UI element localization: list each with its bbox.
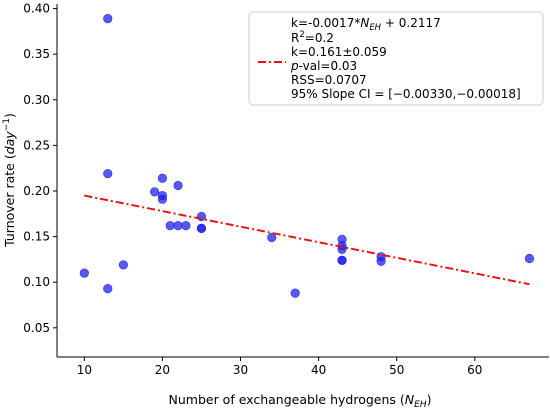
data-point — [524, 253, 535, 264]
data-point — [173, 180, 183, 191]
y-tick-label: 0.25 — [23, 138, 50, 152]
legend-slope-ci: 95% Slope CI = [−0.00330,−0.00018] — [291, 87, 521, 101]
data-point — [118, 260, 128, 270]
legend-rss: RSS=0.0707 — [291, 73, 367, 87]
y-axis-label: Turnover rate (day−1) — [2, 113, 17, 248]
x-tick-label: 20 — [155, 363, 170, 377]
y-tick-label: 0.30 — [23, 93, 50, 107]
x-tick-label: 40 — [311, 363, 326, 377]
legend-r-squared: R2=0.2 — [291, 30, 334, 45]
y-tick-label: 0.20 — [23, 184, 50, 198]
data-point — [337, 255, 347, 265]
x-tick-label: 50 — [389, 363, 404, 377]
data-point — [173, 221, 183, 231]
x-axis-ticks: 10 20 30 40 50 60 — [77, 357, 482, 377]
legend-k-mean: k=0.161±0.059 — [291, 45, 387, 59]
data-point — [79, 268, 89, 278]
x-tick-label: 30 — [233, 363, 248, 377]
legend-p-value: p-val=0.03 — [290, 59, 357, 73]
y-tick-label: 0.40 — [23, 2, 50, 16]
data-point — [103, 13, 113, 24]
data-points — [79, 13, 535, 298]
fit-line-group — [84, 194, 530, 286]
legend: k=-0.0017*NEH + 0.2117 R2=0.2 k=0.161±0.… — [248, 11, 544, 106]
x-tick-label: 10 — [77, 363, 92, 377]
data-point — [196, 223, 207, 233]
y-tick-label: 0.35 — [23, 47, 50, 61]
x-axis-label: Number of exchangeable hydrogens (NEH) — [169, 392, 432, 410]
data-point — [290, 288, 300, 298]
data-point — [157, 194, 168, 204]
fit-line — [84, 194, 530, 286]
data-point — [181, 221, 191, 231]
y-tick-label: 0.10 — [23, 275, 50, 289]
y-tick-label: 0.15 — [23, 230, 50, 244]
x-tick-label: 60 — [467, 363, 482, 377]
legend-equation: k=-0.0017*NEH + 0.2117 — [291, 16, 441, 33]
data-point — [103, 169, 113, 179]
y-axis-ticks: 0.05 0.10 0.15 0.20 0.25 0.30 0.35 0.40 — [23, 2, 57, 335]
legend-box — [248, 11, 544, 106]
data-point — [376, 256, 386, 266]
data-point — [165, 221, 175, 231]
data-point — [150, 187, 160, 197]
y-tick-label: 0.05 — [23, 321, 50, 335]
data-point — [267, 232, 277, 243]
data-point — [103, 283, 113, 294]
data-point — [157, 173, 168, 183]
